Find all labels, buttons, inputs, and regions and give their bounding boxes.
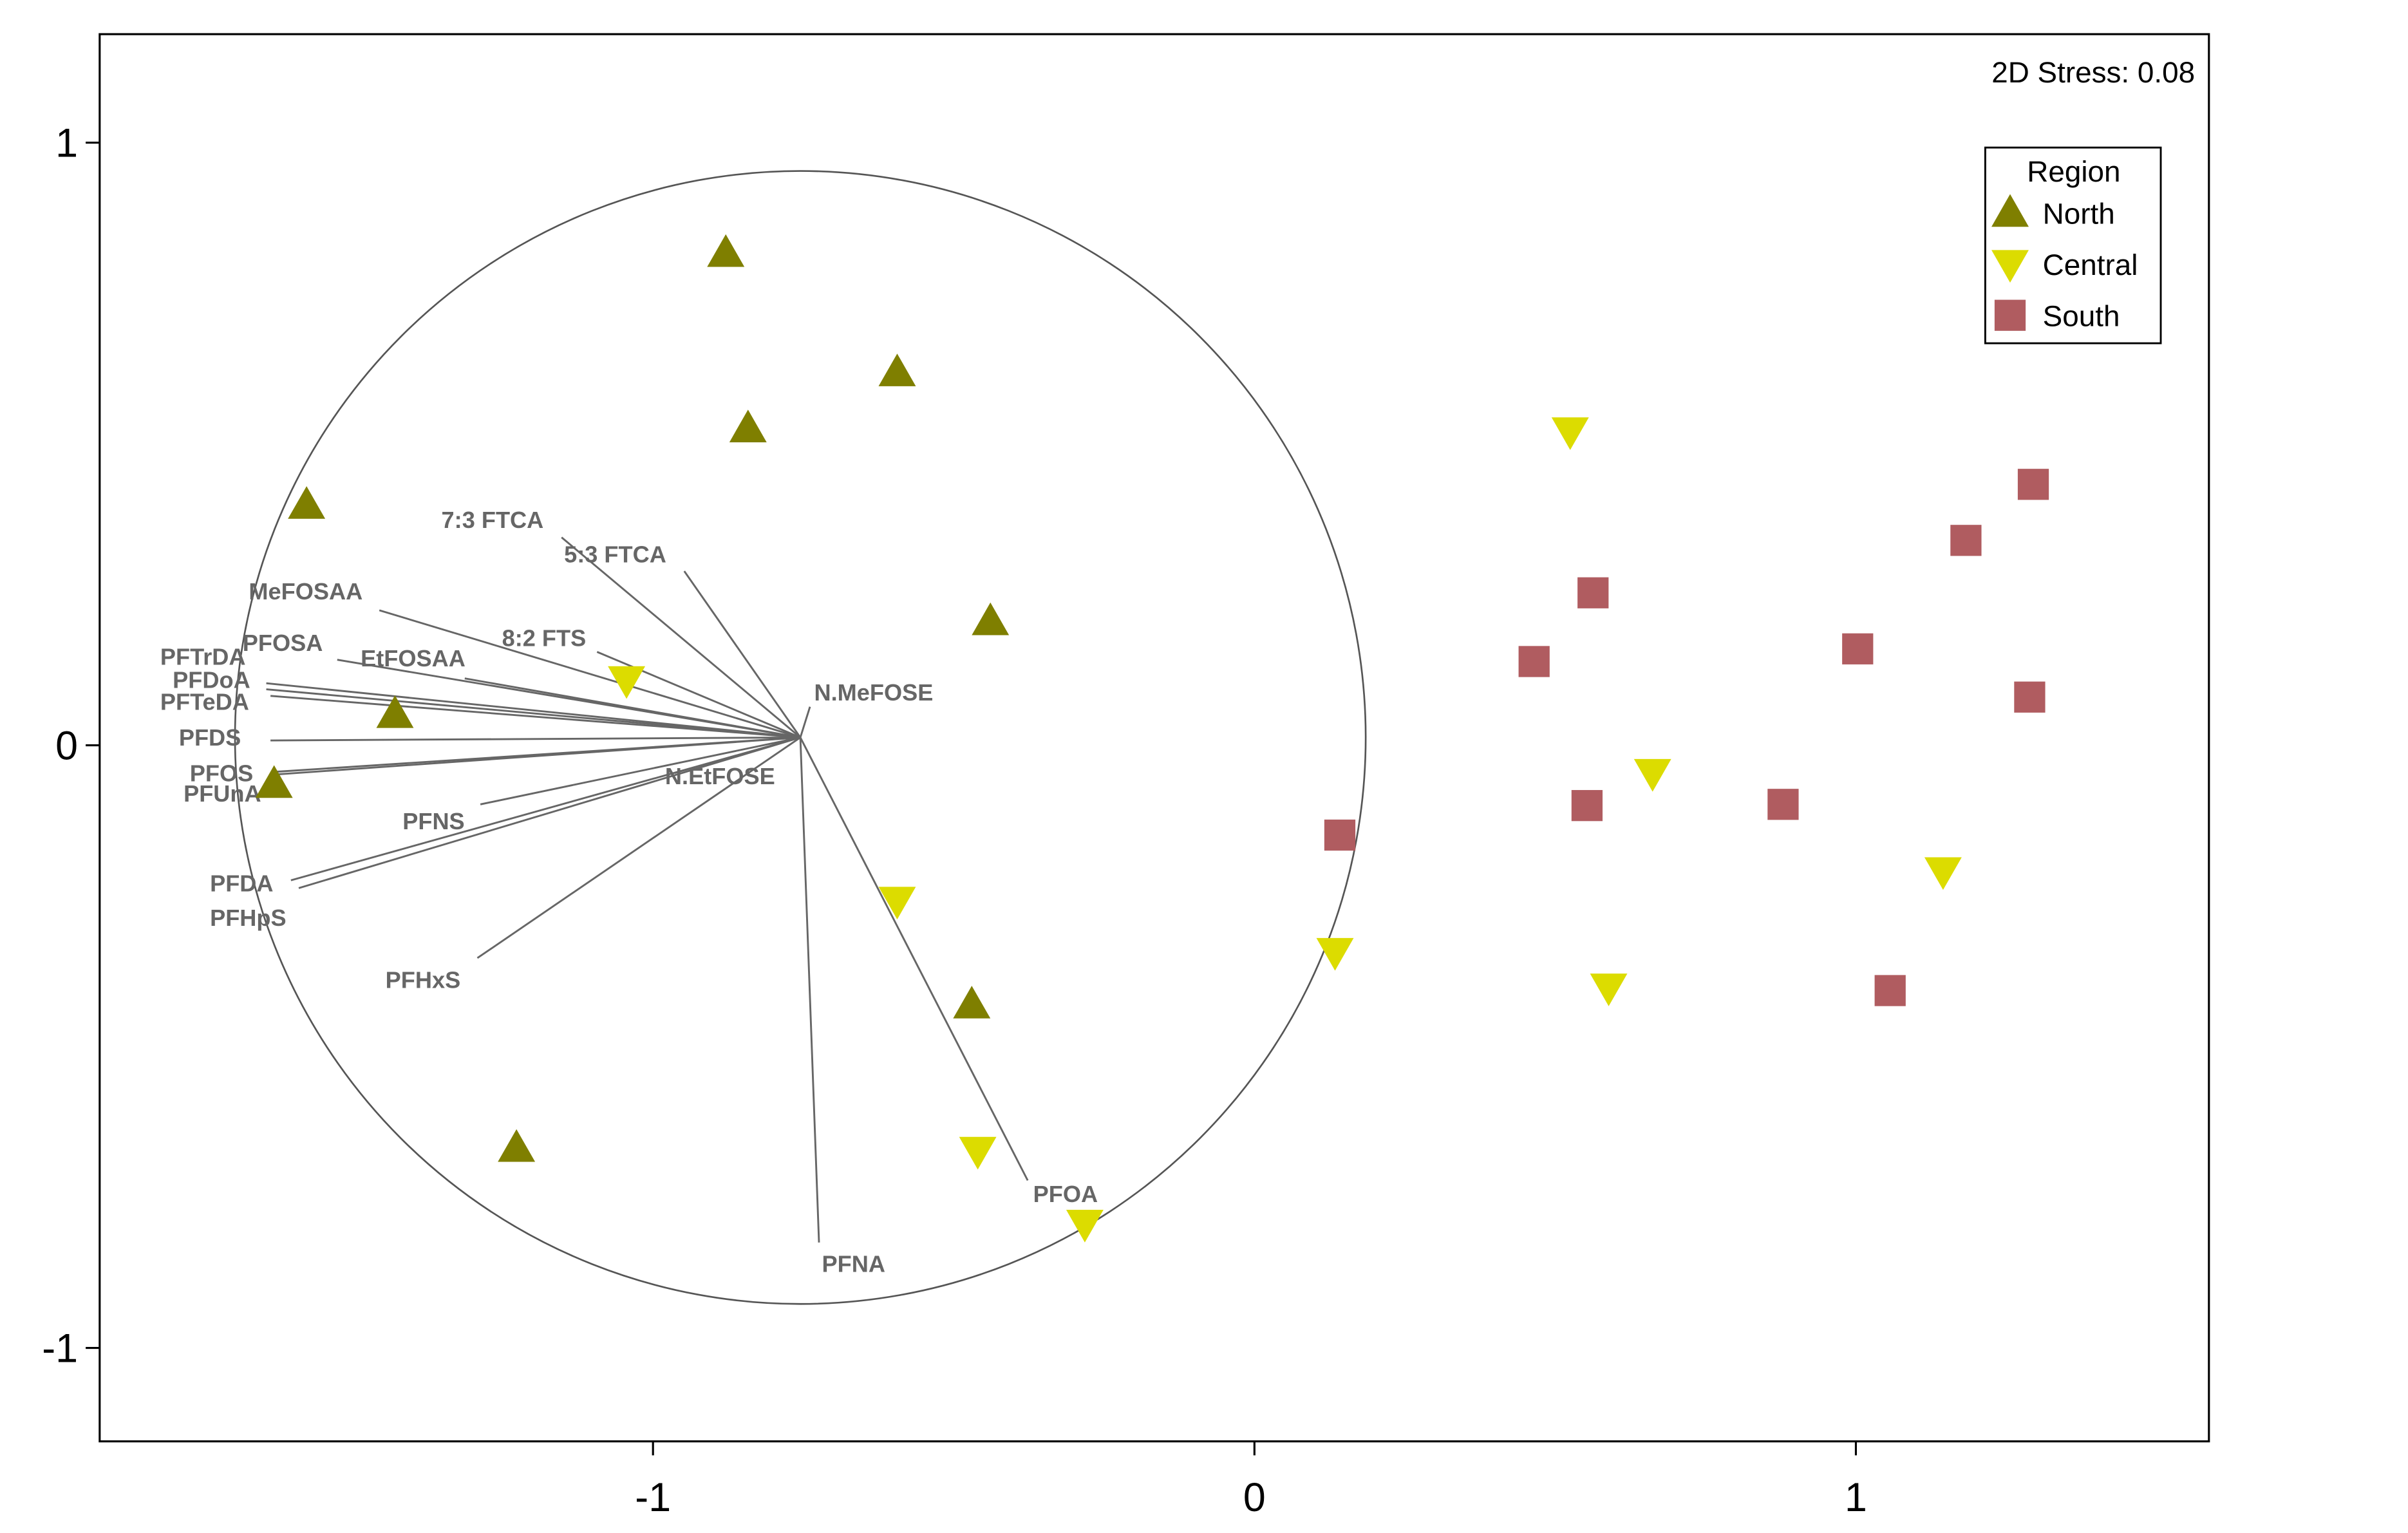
point-central [1924, 857, 1962, 890]
vector-line [298, 737, 801, 889]
point-south [1577, 577, 1609, 608]
point-central [1590, 973, 1628, 1006]
x-tick-label: -1 [635, 1475, 671, 1520]
vector-label: PFDA [210, 870, 273, 897]
legend-marker-north [1991, 194, 2029, 227]
point-central [1066, 1210, 1104, 1243]
vector-line [799, 737, 820, 1243]
point-south [2014, 681, 2046, 713]
legend-label: Central [2043, 249, 2138, 281]
legend: Region North Central South [1984, 146, 2162, 344]
vector-label: PFUnA [183, 780, 261, 807]
vector-label: EtFOSAA [361, 645, 466, 672]
point-south [1571, 790, 1603, 822]
vector-label: 8:2 FTS [502, 625, 587, 652]
vector-label: 7:3 FTCA [442, 507, 544, 533]
y-tick-label: 1 [55, 120, 78, 165]
y-tick-label: -1 [42, 1326, 78, 1371]
vector-line [270, 736, 801, 742]
vector-line [379, 609, 801, 738]
vector-label: PFDS [179, 724, 241, 751]
vector-label: PFOA [1033, 1181, 1098, 1207]
point-central [878, 887, 916, 920]
point-north [878, 353, 916, 386]
stress-annotation: 2D Stress: 0.08 [1991, 56, 2195, 89]
vector-label: N.MeFOSE [814, 679, 933, 706]
point-central [1633, 758, 1671, 792]
legend-label: South [2043, 300, 2120, 333]
vector-line [683, 570, 802, 738]
point-north [498, 1129, 536, 1162]
plot-frame [99, 33, 2210, 1443]
vector-label: PFTrDA [160, 643, 246, 670]
point-north [953, 986, 991, 1019]
vector-line [270, 695, 801, 738]
vector-line [674, 737, 801, 775]
vector-line [266, 688, 801, 738]
point-north [707, 234, 745, 267]
vector-label: PFNS [402, 808, 464, 834]
vector-label: PFNA [822, 1251, 885, 1277]
legend-label: North [2043, 197, 2115, 230]
vector-line [561, 536, 801, 738]
point-south [1518, 646, 1550, 677]
legend-marker-south [1994, 299, 2026, 331]
point-central [1551, 417, 1589, 450]
vector-label: N.EtFOSE [665, 763, 775, 789]
point-south [1324, 819, 1356, 851]
x-tick-label: 0 [1243, 1475, 1266, 1520]
y-tick-label: 0 [55, 723, 78, 768]
vector-label: 5:3 FTCA [564, 541, 666, 567]
point-south [1767, 789, 1799, 820]
point-north [376, 695, 414, 728]
vector-line [275, 736, 801, 773]
vector-line [464, 677, 801, 738]
point-north [972, 602, 1010, 635]
vector-line [596, 651, 801, 738]
point-north [255, 765, 293, 798]
point-south [1874, 975, 1906, 1006]
vector-label: PFHpS [210, 905, 287, 931]
vector-label: PFTeDA [160, 688, 249, 715]
point-central [959, 1136, 997, 1170]
vector-line [476, 737, 801, 959]
legend-marker-central [1991, 250, 2029, 283]
correlation-circle [234, 170, 1367, 1305]
point-south [1950, 525, 1982, 556]
point-central [1316, 937, 1354, 971]
point-south [2017, 469, 2049, 500]
vector-label: PFOS [190, 760, 253, 786]
vector-line [480, 736, 801, 805]
vector-line [266, 682, 801, 738]
vector-label: PFHxS [386, 966, 461, 993]
vector-label: PFDoA [173, 667, 250, 693]
vector-line [799, 706, 811, 738]
point-south [1842, 633, 1874, 664]
vector-label: MeFOSAA [249, 578, 362, 605]
legend-title: Region [2027, 155, 2120, 188]
point-north [729, 409, 767, 442]
vector-line [799, 737, 1029, 1181]
vector-label: PFOSA [243, 630, 323, 656]
x-tick-label: 1 [1845, 1475, 1867, 1520]
point-north [288, 486, 326, 519]
point-central [608, 666, 646, 699]
